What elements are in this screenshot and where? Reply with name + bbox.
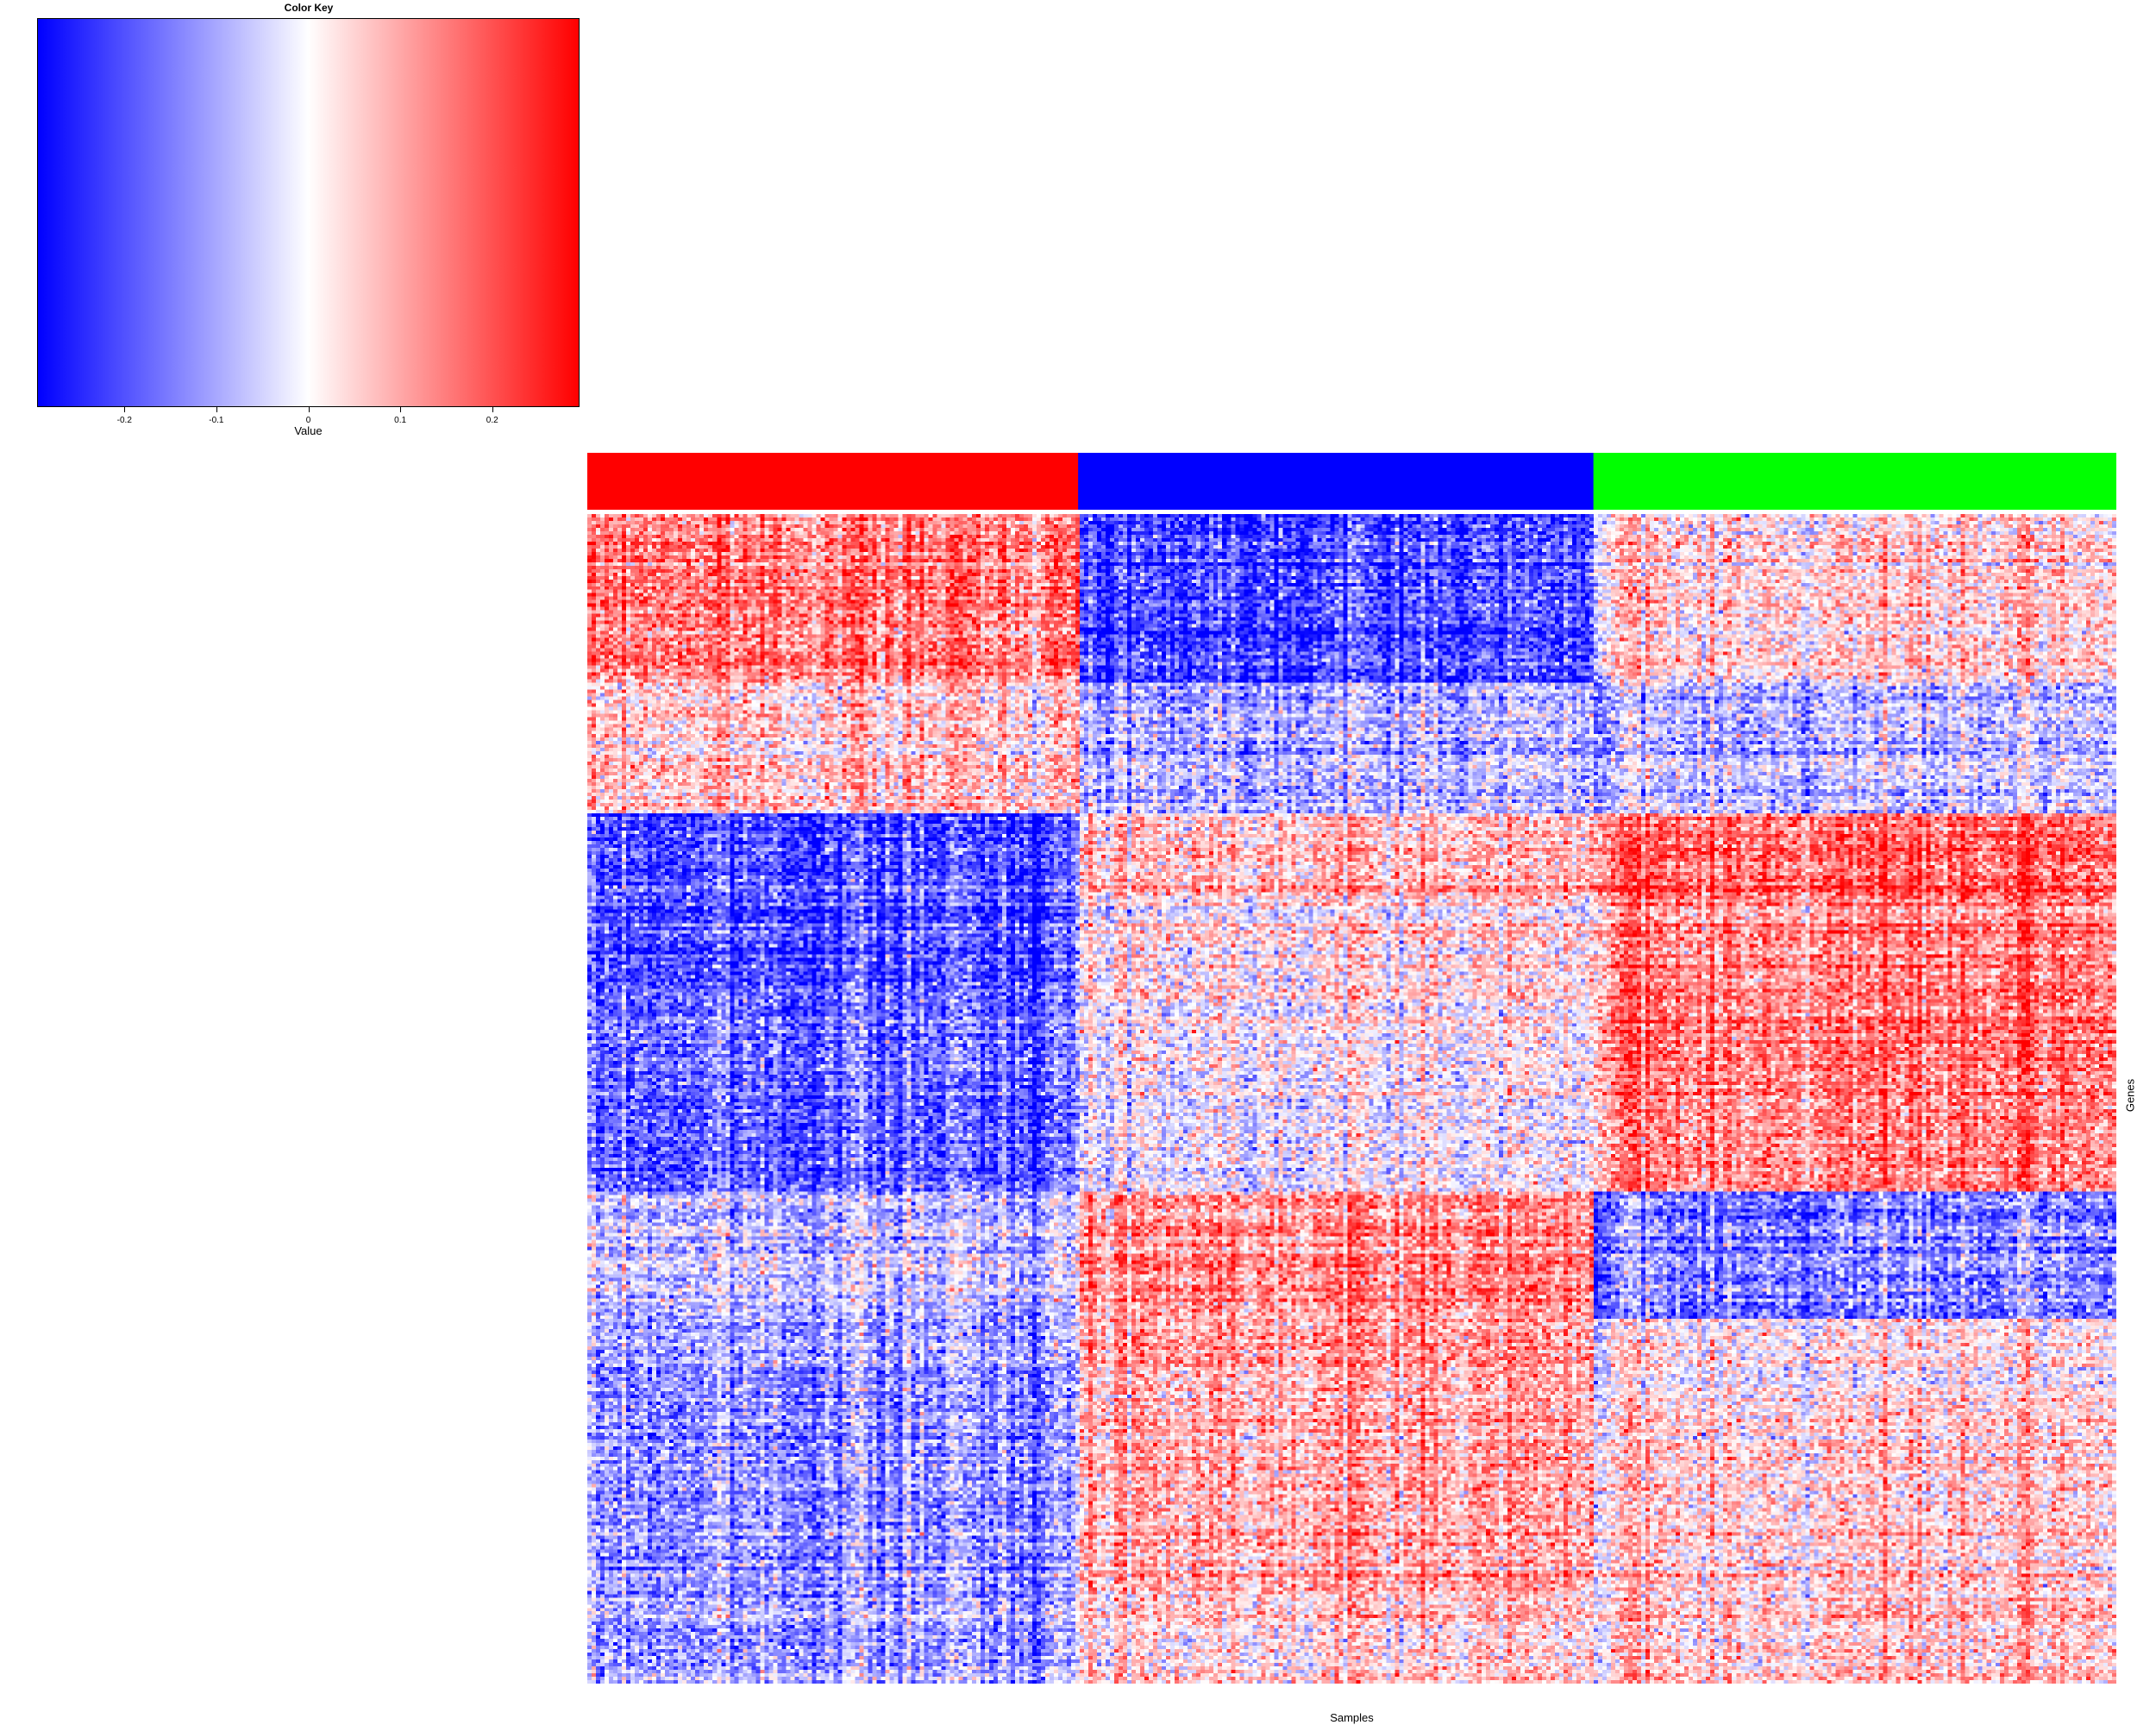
color-key-tick-label: -0.1 <box>209 416 224 425</box>
color-key-tick <box>216 407 217 412</box>
heatmap-matrix <box>587 514 2116 1684</box>
sample-group-bar <box>1593 453 2116 510</box>
sample-group-bar <box>587 453 1079 510</box>
color-key-ticks: -0.2 -0.1 0 0.1 0.2 <box>37 407 580 430</box>
heatmap <box>587 453 2116 1684</box>
color-key-tick-label: 0 <box>305 416 311 425</box>
color-key-xlabel: Value <box>294 424 323 437</box>
y-axis-label: Genes <box>2123 1078 2137 1113</box>
color-key-tick-label: 0.1 <box>394 416 407 425</box>
color-key-tick-label: -0.2 <box>116 416 132 425</box>
sample-group-bar <box>1078 453 1595 510</box>
color-key-tick <box>400 407 402 412</box>
color-key-gradient <box>37 18 580 407</box>
color-key-tick <box>124 407 126 412</box>
color-key-title: Color Key <box>284 2 334 14</box>
color-key-tick <box>308 407 310 412</box>
x-axis-label: Samples <box>1330 1711 1374 1724</box>
color-key-tick <box>492 407 493 412</box>
color-key-tick-label: 0.2 <box>486 416 498 425</box>
heatmap-panel <box>587 453 2116 1684</box>
